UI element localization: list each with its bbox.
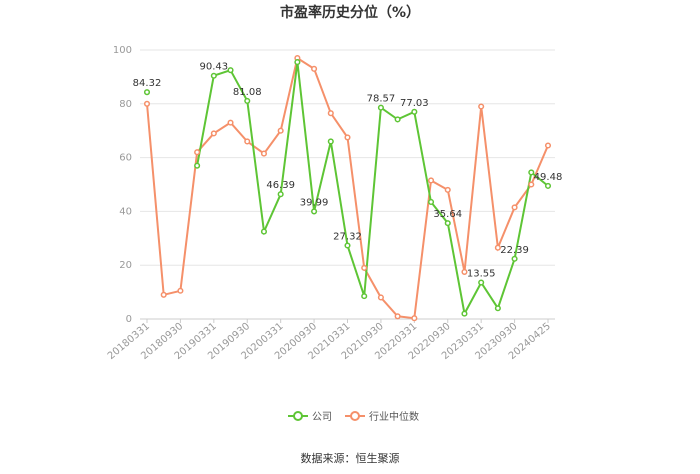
data-label: 22.39	[500, 245, 529, 256]
y-tick-0: 0	[126, 314, 132, 325]
data-point[interactable]	[478, 103, 485, 110]
data-point[interactable]	[210, 72, 217, 79]
data-label: 78.57	[367, 94, 396, 105]
data-label: 27.32	[333, 232, 362, 243]
data-point[interactable]	[478, 279, 485, 286]
legend-swatch-marker	[293, 411, 303, 421]
data-label: 84.32	[133, 78, 162, 89]
data-label: 49.48	[534, 172, 563, 183]
y-axis: 0 20 40 60 80 100	[113, 45, 132, 325]
data-label: 90.43	[200, 62, 229, 73]
data-point[interactable]	[427, 198, 435, 206]
y-tick-20: 20	[119, 260, 132, 271]
data-point[interactable]	[494, 305, 501, 312]
data-point[interactable]	[528, 169, 535, 176]
data-point[interactable]	[344, 134, 351, 141]
series-points	[143, 55, 552, 322]
data-point[interactable]	[210, 130, 217, 137]
legend-label: 行业中位数	[369, 410, 419, 423]
data-point[interactable]	[311, 208, 318, 215]
data-point[interactable]	[511, 204, 518, 211]
data-point[interactable]	[427, 177, 435, 184]
data-point[interactable]	[143, 100, 151, 107]
data-point[interactable]	[277, 127, 284, 134]
data-point[interactable]	[511, 255, 518, 262]
data-point[interactable]	[411, 315, 418, 322]
data-point[interactable]	[461, 310, 468, 317]
data-point[interactable]	[377, 294, 384, 301]
data-point[interactable]	[361, 264, 368, 271]
source-note: 数据来源：恒生聚源	[301, 451, 400, 465]
data-label: 39.99	[300, 197, 329, 208]
data-label: 77.03	[400, 98, 429, 109]
data-point[interactable]	[394, 116, 401, 123]
y-tick-100: 100	[113, 45, 132, 56]
data-label: 46.39	[266, 180, 295, 191]
y-tick-60: 60	[119, 153, 132, 164]
data-point[interactable]	[294, 59, 301, 66]
data-point[interactable]	[244, 138, 251, 145]
data-point[interactable]	[544, 182, 552, 189]
data-labels: 84.32 90.43 81.08 46.39 39.99 27.32 78.57 77.03…	[133, 62, 563, 280]
legend-item-1[interactable]: 行业中位数	[345, 410, 419, 423]
data-point[interactable]	[544, 142, 552, 149]
data-point[interactable]	[344, 242, 351, 249]
legend[interactable]: 公司 行业中位数	[288, 410, 419, 423]
data-point[interactable]	[160, 291, 167, 298]
data-point[interactable]	[177, 287, 184, 294]
data-label: 13.55	[467, 269, 496, 280]
data-point[interactable]	[327, 110, 334, 117]
data-point[interactable]	[327, 138, 334, 145]
data-point[interactable]	[143, 89, 151, 96]
data-point[interactable]	[361, 293, 368, 300]
legend-item-0[interactable]: 公司	[288, 411, 332, 423]
data-point[interactable]	[461, 268, 468, 275]
legend-label: 公司	[312, 412, 332, 423]
legend-swatch-marker	[350, 411, 360, 421]
data-point[interactable]	[260, 228, 268, 235]
data-point[interactable]	[194, 149, 201, 156]
data-label: 35.64	[433, 209, 462, 220]
data-point[interactable]	[260, 150, 268, 157]
data-point[interactable]	[244, 97, 251, 104]
data-point[interactable]	[311, 65, 318, 72]
data-point[interactable]	[411, 108, 418, 115]
data-point[interactable]	[494, 244, 501, 251]
y-tick-80: 80	[119, 99, 132, 110]
data-point[interactable]	[394, 313, 401, 320]
series-line-0	[196, 61, 549, 317]
data-point[interactable]	[227, 67, 234, 74]
data-point[interactable]	[277, 191, 284, 198]
data-point[interactable]	[377, 104, 384, 111]
y-tick-40: 40	[119, 206, 132, 217]
x-axis: 2018033120180930201903312019093020200331…	[106, 319, 553, 362]
data-point[interactable]	[444, 220, 451, 227]
data-point[interactable]	[528, 181, 535, 188]
data-point[interactable]	[194, 162, 201, 169]
data-point[interactable]	[444, 186, 451, 193]
chart-title: 市盈率历史分位（%）	[280, 4, 420, 21]
data-point[interactable]	[227, 119, 234, 126]
data-label: 81.08	[233, 87, 262, 98]
